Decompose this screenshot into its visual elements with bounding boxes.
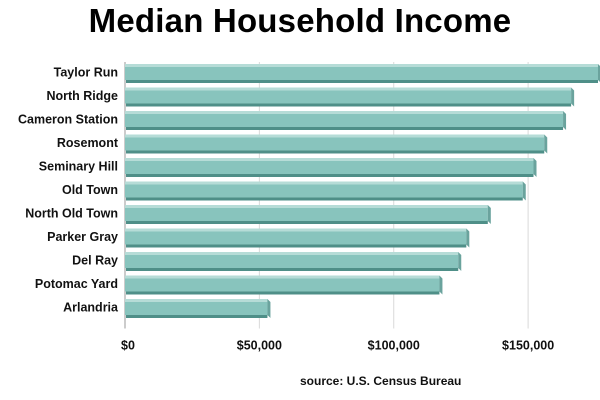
category-label: Old Town — [62, 183, 118, 197]
bar-shadow — [126, 314, 268, 318]
bar-shadow — [126, 220, 488, 224]
bar — [125, 158, 534, 174]
bar-end-cap — [544, 134, 548, 154]
bar — [125, 205, 488, 221]
bar-highlight — [125, 228, 467, 232]
category-label: North Old Town — [25, 207, 118, 221]
category-label: Del Ray — [72, 254, 118, 268]
bar — [125, 181, 523, 198]
bar-highlight — [125, 299, 268, 302]
bar — [125, 134, 545, 151]
bar-shadow — [126, 79, 598, 83]
bar-highlight — [125, 87, 572, 91]
bar-shadow — [126, 267, 459, 271]
bar-highlight — [125, 64, 598, 67]
bar-shadow — [126, 173, 534, 177]
bar-shadow — [126, 290, 440, 295]
bar-highlight — [125, 158, 534, 161]
category-label: Arlandria — [63, 301, 119, 315]
source-note: source: U.S. Census Bureau — [300, 374, 462, 388]
category-label: Cameron Station — [18, 113, 118, 127]
bar-highlight — [125, 134, 545, 138]
category-label: Taylor Run — [54, 66, 118, 80]
category-label: Parker Gray — [47, 230, 118, 244]
category-label: Potomac Yard — [35, 277, 118, 291]
bar-end-cap — [571, 87, 575, 107]
x-tick-label: $50,000 — [237, 339, 282, 353]
bar-shadow — [126, 102, 572, 107]
bar-end-cap — [563, 111, 567, 130]
bar-highlight — [125, 181, 523, 185]
bar — [125, 64, 598, 80]
bar — [125, 252, 459, 268]
bar-highlight — [125, 275, 440, 279]
chart-title: Median Household Income — [88, 2, 512, 39]
category-label: North Ridge — [46, 89, 118, 103]
bar-end-cap — [267, 299, 271, 318]
bar-end-cap — [439, 275, 443, 295]
bar-highlight — [125, 111, 564, 114]
bar — [125, 87, 572, 104]
bar-shadow — [126, 243, 467, 248]
bar — [125, 299, 268, 315]
x-axis-ticks: $0 $50,000 $100,000 $150,000 — [121, 339, 554, 353]
bar-shadow — [126, 196, 523, 201]
bar-highlight — [125, 252, 459, 255]
bar-highlight — [125, 205, 488, 208]
bar-end-cap — [466, 228, 470, 248]
category-labels: Taylor Run North Ridge Cameron Station Rose… — [18, 66, 119, 315]
bar-end-cap — [522, 181, 526, 201]
x-tick-label: $100,000 — [368, 339, 420, 353]
bar-end-cap — [487, 205, 491, 224]
bars — [125, 64, 600, 318]
bar-end-cap — [533, 158, 537, 177]
bar — [125, 228, 467, 245]
bar-end-cap — [458, 252, 462, 271]
bar — [125, 275, 440, 292]
bar — [125, 111, 564, 127]
x-tick-label: $150,000 — [502, 339, 554, 353]
bar-shadow — [126, 149, 545, 154]
category-label: Seminary Hill — [39, 160, 118, 174]
bar-shadow — [126, 126, 564, 130]
x-tick-label: $0 — [121, 339, 135, 353]
category-label: Rosemont — [57, 136, 119, 150]
